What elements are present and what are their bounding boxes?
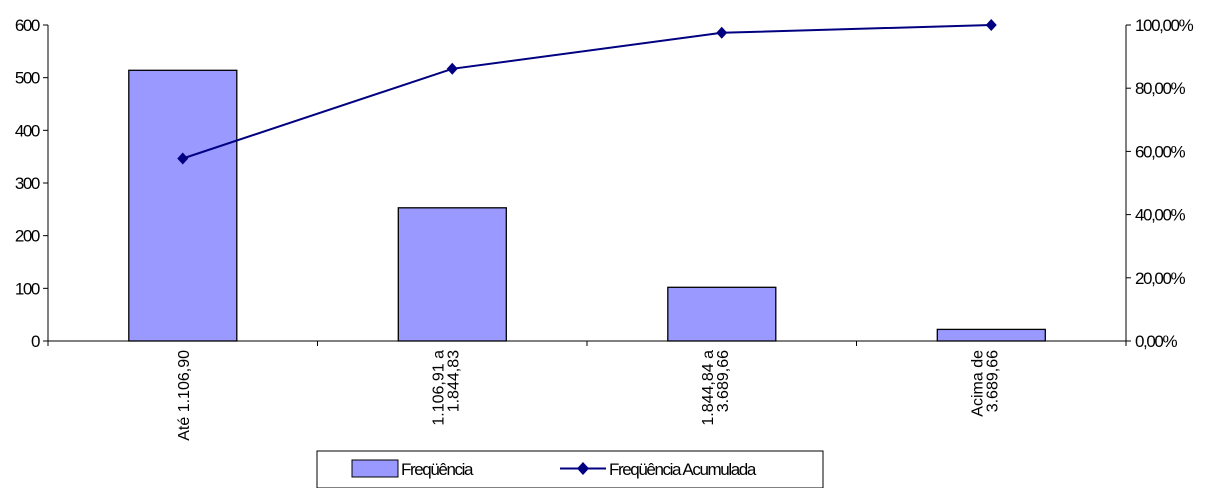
legend-label-frequencia: Freqüência bbox=[401, 460, 474, 479]
legend: Freqüência Freqüência Acumulada bbox=[317, 451, 823, 488]
category-label-2: 1.844,84 a3.689,66 bbox=[700, 350, 732, 426]
left-tick-label: 100 bbox=[15, 279, 40, 298]
right-tick-label: 60,00% bbox=[1135, 142, 1186, 161]
category-label-1: 1.106,91 a1.844,83 bbox=[430, 350, 462, 426]
cumulative-marker-3 bbox=[986, 19, 997, 31]
right-tick-label: 40,00% bbox=[1135, 206, 1186, 225]
left-tick-label: 500 bbox=[15, 69, 40, 88]
bar-2 bbox=[668, 287, 776, 341]
category-label-0: Até 1.106,90 bbox=[176, 350, 193, 441]
left-tick-label: 600 bbox=[15, 16, 40, 35]
left-tick-label: 400 bbox=[15, 121, 40, 140]
bar-3 bbox=[937, 329, 1045, 341]
legend-label-frequencia-acumulada: Freqüência Acumulada bbox=[609, 460, 757, 479]
left-tick-label: 0 bbox=[31, 332, 40, 351]
cumulative-marker-1 bbox=[447, 63, 458, 75]
left-tick-label: 300 bbox=[15, 174, 40, 193]
right-tick-label: 80,00% bbox=[1135, 79, 1186, 98]
left-tick-label: 200 bbox=[15, 227, 40, 246]
bar-1 bbox=[398, 208, 506, 341]
bars-layer bbox=[129, 70, 1046, 341]
legend-bar-swatch bbox=[352, 460, 398, 477]
cumulative-marker-2 bbox=[716, 27, 727, 39]
right-tick-label: 0,00% bbox=[1135, 332, 1177, 351]
category-label-3: Acima de3.689,66 bbox=[969, 350, 1001, 417]
cumulative-line bbox=[183, 25, 992, 159]
right-tick-label: 20,00% bbox=[1135, 269, 1186, 288]
cumulative-line-layer bbox=[177, 19, 997, 165]
right-tick-label: 100,00% bbox=[1135, 16, 1194, 35]
bar-0 bbox=[129, 70, 237, 341]
